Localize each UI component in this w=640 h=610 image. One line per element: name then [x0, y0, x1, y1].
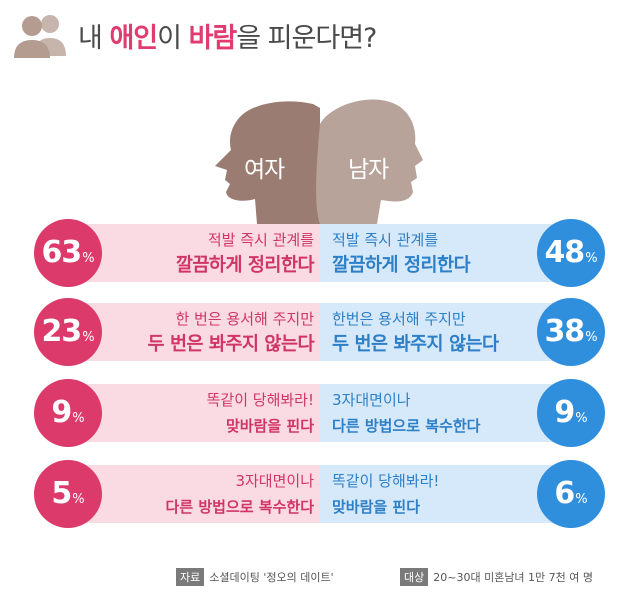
- male-row-band: [320, 384, 560, 442]
- female-percent-value: 23: [41, 314, 82, 349]
- female-answer: 적발 즉시 관계를 깔끔하게 정리한다: [84, 227, 315, 279]
- answer-line2: 두 번은 봐주지 않는다: [332, 334, 499, 355]
- answer-emphasis: 맞바람을 핀다: [225, 417, 314, 435]
- source-tag: 자료: [176, 568, 205, 586]
- target-note: 대상 20~30대 미혼남녀 1만 7천 여 명: [400, 568, 593, 586]
- answer-line2: 깔끔하게 정리한다: [175, 255, 315, 276]
- answer-emphasis: 다른 방법으로 복수한다: [332, 417, 481, 435]
- answer-emphasis: 맞바람을 핀다: [332, 498, 421, 516]
- female-percent-circle: 63%: [34, 219, 102, 287]
- female-percent-circle: 9%: [34, 379, 102, 447]
- answer-line1: 적발 즉시 관계를: [332, 231, 439, 249]
- answer-line1: 3자대면이나: [235, 472, 314, 490]
- male-percent-circle: 38%: [537, 298, 605, 366]
- percent-sign: %: [72, 411, 85, 426]
- title-part: 이: [157, 22, 189, 54]
- answer-line1: 적발 즉시 관계를: [207, 231, 314, 249]
- male-row-band: [320, 303, 560, 361]
- answer-line2: 맞바람을 핀다: [332, 494, 562, 520]
- percent-sign: %: [575, 411, 588, 426]
- female-percent-value: 9: [51, 395, 72, 430]
- male-percent-value: 38: [544, 314, 585, 349]
- answer-line2: 다른 방법으로 복수한다: [84, 494, 314, 520]
- female-answer: 3자대면이나 다른 방법으로 복수한다: [84, 468, 314, 520]
- answer-line1: 똑같이 당해봐라!: [206, 391, 314, 409]
- male-percent-value: 9: [554, 395, 575, 430]
- female-row-band: [80, 384, 320, 442]
- female-row-band: [80, 303, 320, 361]
- female-percent-circle: 5%: [34, 460, 102, 528]
- answer-line2: 맞바람을 핀다: [84, 413, 314, 439]
- female-label: 여자: [244, 157, 285, 183]
- male-row-band: [320, 465, 560, 523]
- percent-sign: %: [82, 330, 95, 345]
- source-text: 소셜데이팅 '정오의 데이트': [209, 571, 334, 584]
- source-note: 자료 소셜데이팅 '정오의 데이트': [176, 568, 334, 586]
- male-percent-circle: 6%: [537, 460, 605, 528]
- female-row-band: [80, 224, 320, 282]
- answer-line1: 한 번은 용서해 주지만: [175, 310, 314, 328]
- percent-sign: %: [575, 492, 588, 507]
- answer-line2: 깔끔하게 정리한다: [332, 255, 471, 276]
- target-tag: 대상: [400, 568, 429, 586]
- title-part: 내: [78, 22, 110, 54]
- male-percent-circle: 9%: [537, 379, 605, 447]
- male-answer: 3자대면이나 다른 방법으로 복수한다: [332, 387, 562, 439]
- title-highlight-affair: 바람: [188, 22, 238, 54]
- male-percent-circle: 48%: [537, 219, 605, 287]
- answer-line1: 3자대면이나: [332, 391, 411, 409]
- female-answer: 똑같이 당해봐라! 맞바람을 핀다: [84, 387, 314, 439]
- female-percent-circle: 23%: [34, 298, 102, 366]
- male-percent-value: 48: [544, 235, 585, 270]
- male-answer: 똑같이 당해봐라! 맞바람을 핀다: [332, 468, 562, 520]
- female-row-band: [80, 465, 320, 523]
- answer-line2: 다른 방법으로 복수한다: [332, 413, 562, 439]
- answer-line2: 두 번은 봐주지 않는다: [147, 334, 314, 355]
- percent-sign: %: [82, 251, 95, 266]
- percent-sign: %: [72, 492, 85, 507]
- female-percent-value: 5: [51, 476, 72, 511]
- male-head-silhouette: [316, 99, 423, 224]
- header: 내 애인이 바람을 피운다면?: [10, 8, 377, 62]
- answer-line1: 똑같이 당해봐라!: [332, 472, 440, 490]
- page-title: 내 애인이 바람을 피운다면?: [78, 16, 377, 55]
- female-answer: 한 번은 용서해 주지만 두 번은 봐주지 않는다: [84, 306, 314, 358]
- answer-line1: 한번은 용서해 주지만: [332, 310, 466, 328]
- male-label: 남자: [348, 157, 389, 183]
- heads-illustration: [215, 99, 423, 224]
- male-answer: 한번은 용서해 주지만 두 번은 봐주지 않는다: [332, 306, 562, 358]
- title-part: 을 피운다면?: [236, 22, 377, 54]
- title-highlight-lover: 애인: [109, 22, 158, 54]
- male-row-band: [320, 224, 560, 282]
- female-head-silhouette: [215, 101, 320, 224]
- percent-sign: %: [585, 330, 598, 345]
- target-text: 20~30대 미혼남녀 1만 7천 여 명: [433, 571, 594, 584]
- percent-sign: %: [585, 251, 598, 266]
- answer-emphasis: 다른 방법으로 복수한다: [165, 498, 314, 516]
- female-percent-value: 63: [41, 235, 82, 270]
- couple-icon: [14, 15, 66, 58]
- male-percent-value: 6: [554, 476, 575, 511]
- male-answer: 적발 즉시 관계를 깔끔하게 정리한다: [332, 227, 562, 279]
